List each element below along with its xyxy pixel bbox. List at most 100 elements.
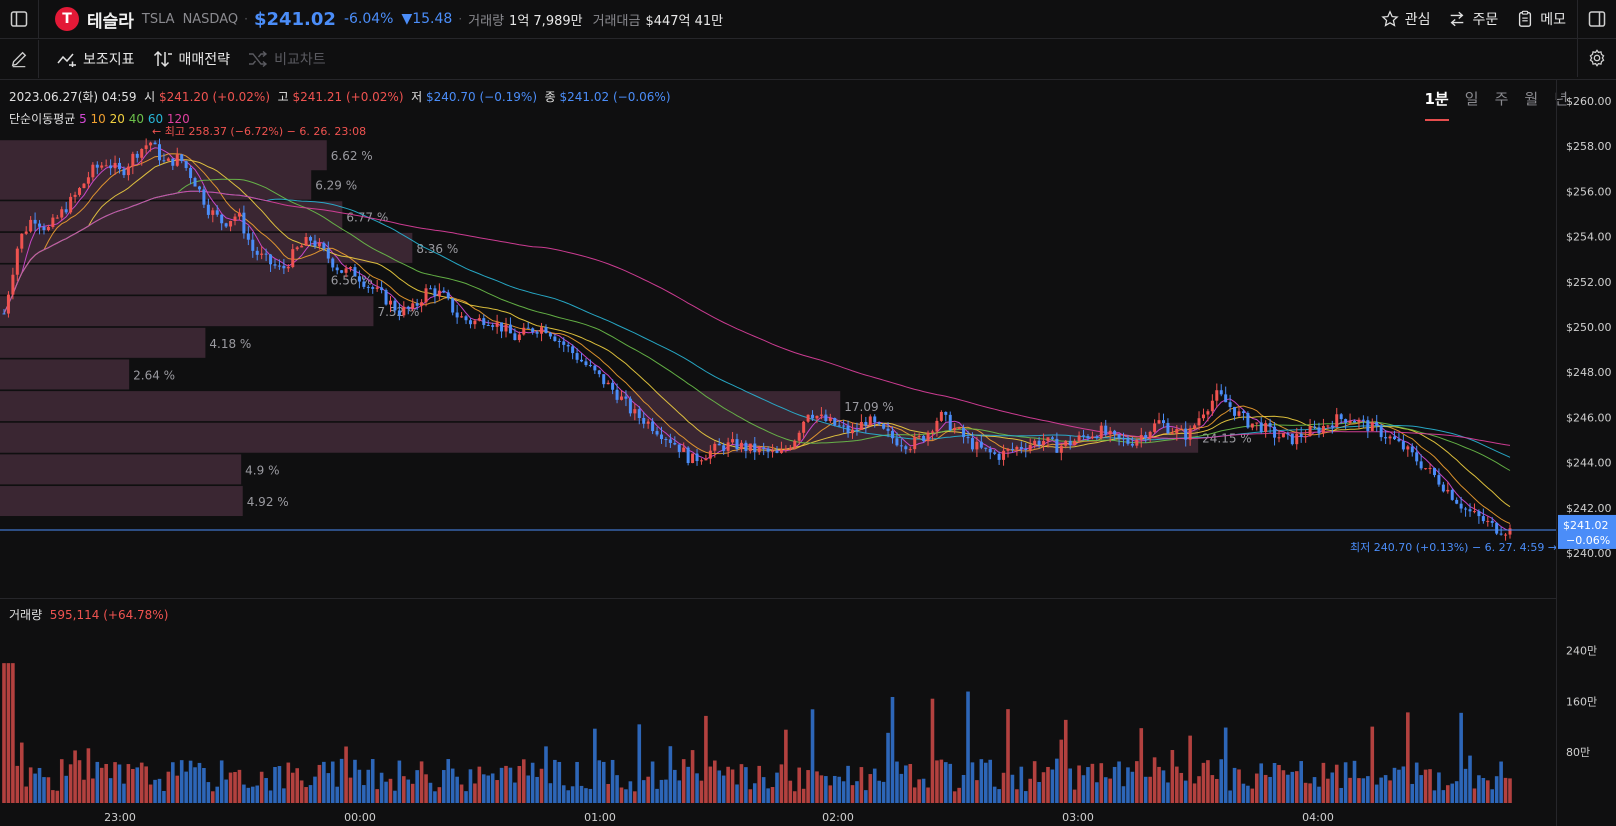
candle-body xyxy=(206,204,210,215)
candle-body xyxy=(904,446,908,450)
compare-chart-button[interactable]: 비교차트 xyxy=(248,49,326,69)
candle-body xyxy=(1335,414,1339,428)
watchlist-button[interactable]: 관심 xyxy=(1381,9,1430,29)
candle-body xyxy=(1241,411,1245,414)
period-day[interactable]: 일 xyxy=(1464,89,1479,108)
volume-bar xyxy=(370,759,375,803)
trading-strategy-button[interactable]: 매매전략 xyxy=(153,49,230,69)
time-axis: 23:00 00:00 01:00 02:00 03:00 04:00 xyxy=(104,811,1334,824)
candle-body xyxy=(1384,437,1388,439)
candle-body xyxy=(353,267,357,277)
volume-bar xyxy=(970,762,975,803)
period-month[interactable]: 월 xyxy=(1524,89,1539,108)
close-label: 종 xyxy=(544,90,556,104)
candle-body xyxy=(473,320,477,325)
profile-pct: 4.9 % xyxy=(245,463,279,477)
candle-body xyxy=(1432,467,1436,476)
candle-body xyxy=(189,167,193,179)
candle-body xyxy=(1357,419,1361,423)
profile-bar xyxy=(0,422,1199,453)
volume-bar xyxy=(1357,778,1361,803)
candle-body xyxy=(873,416,877,423)
memo-label: 메모 xyxy=(1540,12,1566,28)
volume-bar xyxy=(1103,777,1108,803)
candle-body xyxy=(184,161,188,168)
volume-bar xyxy=(86,748,91,803)
candle-body xyxy=(313,240,317,247)
period-year[interactable]: 년 xyxy=(1554,89,1568,108)
candle-body xyxy=(1295,433,1299,445)
volume-bar xyxy=(1139,728,1144,803)
high-note: ← 최고 258.37 (−6.72%) − 6. 26. 23:08 xyxy=(152,125,366,138)
candle-body xyxy=(1077,435,1081,441)
candle-body xyxy=(1210,400,1214,412)
candle-body xyxy=(966,437,970,439)
volume-bar xyxy=(886,732,890,803)
candle-body xyxy=(833,418,837,426)
volume-bar xyxy=(926,787,930,803)
chart-settings-button[interactable] xyxy=(1578,39,1616,77)
period-week[interactable]: 주 xyxy=(1494,89,1509,108)
volume-bar xyxy=(624,789,628,803)
candle-body xyxy=(6,294,10,314)
profile-bar xyxy=(0,454,242,485)
candle-body xyxy=(1299,433,1303,437)
volume-bar xyxy=(264,778,268,803)
volume-bar xyxy=(330,761,335,803)
volume-bar xyxy=(188,760,193,803)
memo-button[interactable]: 메모 xyxy=(1516,9,1566,29)
order-button[interactable]: 주문 xyxy=(1448,9,1498,29)
candle-body xyxy=(180,154,184,162)
volume-bar xyxy=(255,785,260,803)
volume-bar xyxy=(1086,767,1090,803)
candle-body xyxy=(957,427,961,429)
ma-line-10 xyxy=(3,153,1511,524)
candle-body xyxy=(1059,445,1063,453)
indicators-button[interactable]: 보조지표 xyxy=(57,49,135,69)
volume-bar xyxy=(890,696,895,803)
high-label: 고 xyxy=(277,90,289,104)
right-panel-toggle-button[interactable] xyxy=(1578,0,1616,38)
candle-body xyxy=(562,341,566,345)
volume-bar xyxy=(113,762,117,803)
candle-body xyxy=(984,447,988,449)
price-tick: $242.00 xyxy=(1566,502,1612,515)
period-1min[interactable]: 1분 xyxy=(1424,89,1450,121)
ma-period-40: 40 xyxy=(124,112,144,126)
volume-bar xyxy=(526,775,531,803)
candle-body xyxy=(855,429,859,431)
volume-bar xyxy=(1392,767,1397,803)
profile-bar xyxy=(0,296,374,327)
price-chart[interactable]: 6.62 %6.29 %6.77 %8.36 %6.56 %7.52 %4.18… xyxy=(0,80,1616,826)
volume-bar xyxy=(1175,766,1179,803)
volume-bar xyxy=(375,789,379,803)
volume-bar xyxy=(193,767,197,803)
stock-name[interactable]: 테슬라 xyxy=(87,11,134,32)
ma-legend[interactable]: 단순이동평균 5 10 20 40 60 120 xyxy=(9,110,190,127)
volume-bar xyxy=(179,760,184,803)
candle-body xyxy=(953,427,957,431)
volume-info-value: 595,114 (+64.78%) xyxy=(49,608,169,622)
candle-body xyxy=(1308,426,1312,437)
candle-body xyxy=(824,414,828,422)
volume-bar xyxy=(228,772,233,803)
volume-bar xyxy=(1272,762,1277,803)
volume-tick: 240만 xyxy=(1566,644,1597,657)
candle-body xyxy=(260,253,264,255)
volume-bar xyxy=(1477,775,1481,803)
volume-bar xyxy=(1161,770,1166,803)
separator-dot: · xyxy=(244,12,248,26)
volume-bar xyxy=(233,772,237,803)
candle-body xyxy=(149,142,153,146)
volume-bar xyxy=(91,778,95,803)
volume-bar xyxy=(1383,775,1388,803)
volume-bar xyxy=(561,785,566,803)
candle-body xyxy=(1179,428,1183,430)
volume-bar xyxy=(33,773,37,803)
sidebar-toggle-button[interactable] xyxy=(0,0,38,38)
volume-bar xyxy=(699,780,704,803)
volume-bar xyxy=(988,759,993,803)
draw-tool-button[interactable] xyxy=(0,40,38,78)
candle-body xyxy=(237,212,241,217)
ma-line-5 xyxy=(3,147,1511,532)
